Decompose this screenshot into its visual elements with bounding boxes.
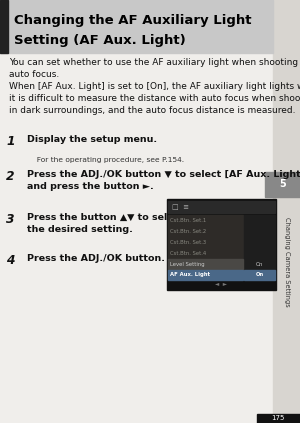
Text: Setting (AF Aux. Light): Setting (AF Aux. Light) bbox=[14, 34, 185, 47]
Bar bbox=[168, 269, 243, 280]
Bar bbox=[273, 0, 300, 423]
Text: 3: 3 bbox=[6, 213, 14, 226]
Bar bbox=[168, 215, 243, 280]
Text: Changing Camera Settings: Changing Camera Settings bbox=[284, 217, 290, 307]
Bar bbox=[167, 199, 276, 290]
Bar bbox=[244, 269, 275, 280]
Text: 175: 175 bbox=[272, 415, 285, 421]
Text: Cst.Btn. Set.1: Cst.Btn. Set.1 bbox=[170, 218, 206, 223]
Text: On: On bbox=[256, 261, 263, 266]
Bar bbox=[168, 281, 275, 288]
Bar bbox=[168, 201, 275, 213]
Text: Press the button ▲▼ to select
the desired setting.: Press the button ▲▼ to select the desire… bbox=[27, 213, 184, 233]
Text: Press the ADJ./OK button ▼ to select [AF Aux. Light]
and press the button ►.: Press the ADJ./OK button ▼ to select [AF… bbox=[27, 170, 300, 191]
Text: Press the ADJ./OK button.: Press the ADJ./OK button. bbox=[27, 254, 165, 263]
Text: You can set whether to use the AF auxiliary light when shooting with
auto focus.: You can set whether to use the AF auxili… bbox=[9, 58, 300, 115]
Bar bbox=[0, 0, 273, 53]
Bar bbox=[168, 258, 243, 269]
Bar bbox=[244, 215, 275, 280]
Text: For the operating procedure, see P.154.: For the operating procedure, see P.154. bbox=[32, 157, 184, 162]
Text: On: On bbox=[255, 272, 264, 277]
Bar bbox=[265, 172, 300, 197]
Text: Cst.Btn. Set.2: Cst.Btn. Set.2 bbox=[170, 229, 206, 234]
Text: ◄  ►: ◄ ► bbox=[215, 282, 227, 287]
Text: 4: 4 bbox=[6, 254, 14, 267]
Text: Level Setting: Level Setting bbox=[170, 261, 205, 266]
Text: 2: 2 bbox=[6, 170, 14, 184]
Bar bbox=[0, 0, 8, 53]
Text: Cst.Btn. Set.3: Cst.Btn. Set.3 bbox=[170, 240, 206, 244]
Text: AF Aux. Light: AF Aux. Light bbox=[170, 272, 210, 277]
Text: Cst.Btn. Set.4: Cst.Btn. Set.4 bbox=[170, 251, 206, 255]
Text: Changing the AF Auxiliary Light: Changing the AF Auxiliary Light bbox=[14, 14, 251, 27]
Bar bbox=[256, 414, 300, 423]
Text: Display the setup menu.: Display the setup menu. bbox=[27, 135, 157, 143]
Text: 5: 5 bbox=[279, 179, 286, 190]
Text: □  ≡: □ ≡ bbox=[172, 204, 189, 210]
Text: 1: 1 bbox=[6, 135, 14, 148]
